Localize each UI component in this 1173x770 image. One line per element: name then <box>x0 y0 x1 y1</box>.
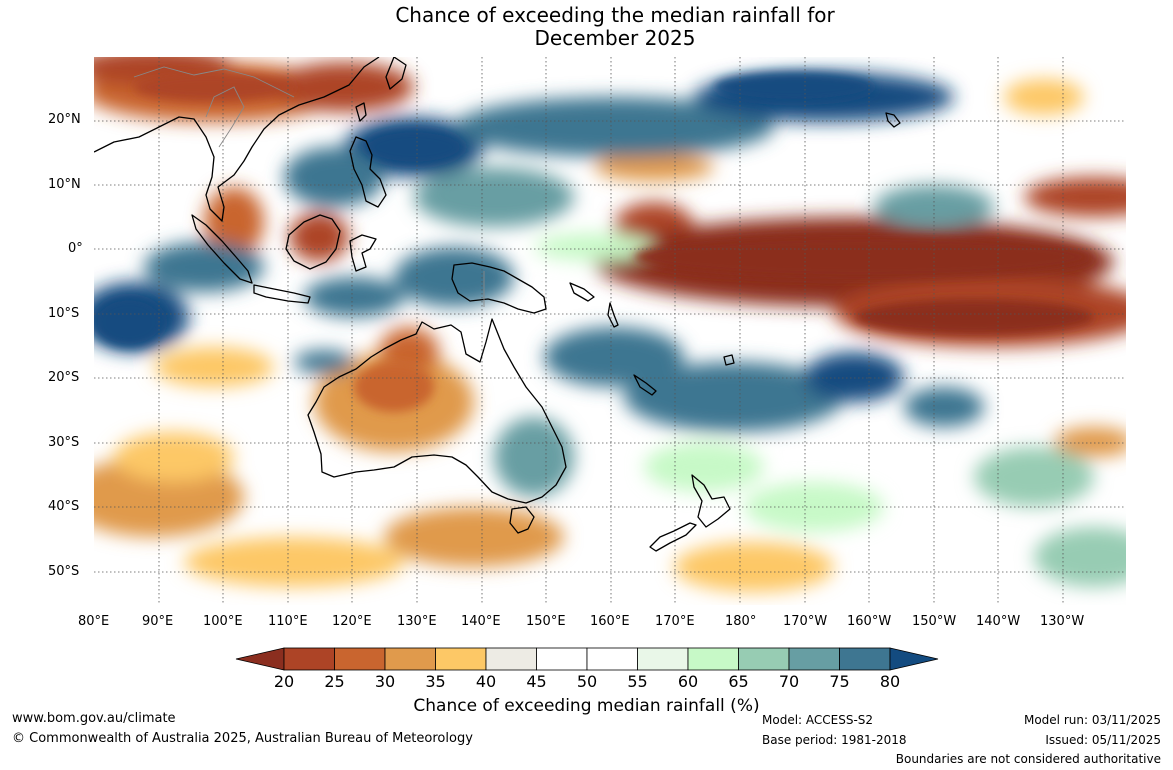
copyright-text: © Commonwealth of Australia 2025, Austra… <box>12 731 473 746</box>
colorbar-tick-label: 40 <box>476 672 496 691</box>
colorbar-tick-label: 25 <box>324 672 344 691</box>
colorbar-swatch <box>788 647 840 671</box>
philippines-coastline <box>349 136 387 208</box>
sumatra-coastline <box>191 214 253 284</box>
colorbar-tick-label: 45 <box>526 672 546 691</box>
lon-label-120e: 120°E <box>332 614 372 629</box>
lat-label-10s: 10°S <box>48 306 80 321</box>
colorbar-swatch <box>839 647 891 671</box>
lon-label-100e: 100°E <box>203 614 243 629</box>
colorbar-title: Chance of exceeding median rainfall (%) <box>413 696 760 716</box>
colorbar-swatches <box>235 647 939 671</box>
lon-label-130w: 130°W <box>1040 614 1085 629</box>
lon-label-160e: 160°E <box>590 614 630 629</box>
colorbar-swatch <box>435 647 487 671</box>
issued-text: Issued: 05/11/2025 <box>1045 733 1161 747</box>
new-zealand-north-coastline <box>691 474 731 528</box>
lon-label-150w: 150°W <box>912 614 957 629</box>
colorbar-swatch <box>738 647 790 671</box>
colorbar-swatch <box>586 647 638 671</box>
lat-label-0: 0° <box>68 241 83 256</box>
lon-label-80e: 80°E <box>78 614 110 629</box>
japan-coastline <box>385 57 407 90</box>
borneo-coastline <box>285 214 341 270</box>
taiwan-coastline <box>355 102 367 122</box>
country-borders <box>133 66 485 307</box>
colorbar-swatch <box>384 647 436 671</box>
colorbar-ticks: 20 25 30 35 40 45 50 55 60 65 70 75 80 <box>274 672 900 691</box>
colorbar-swatch <box>283 647 335 671</box>
colorbar-swatch <box>637 647 689 671</box>
colorbar-tick-label: 50 <box>577 672 597 691</box>
lon-label-90e: 90°E <box>142 614 174 629</box>
lon-label-130e: 130°E <box>397 614 437 629</box>
new-caledonia-coastline <box>633 374 657 396</box>
lat-label-20s: 20°S <box>48 370 80 385</box>
colorbar-tick-label: 75 <box>829 672 849 691</box>
hawaii-coastline <box>885 112 901 128</box>
colorbar-swatch <box>334 647 386 671</box>
colorbar-tick-label: 60 <box>678 672 698 691</box>
tasmania-coastline <box>509 506 535 534</box>
colorbar-swatch <box>687 647 739 671</box>
probability-cores <box>94 72 1094 412</box>
lat-label-20n: 20°N <box>48 112 81 127</box>
colorbar-tick-label: 70 <box>779 672 799 691</box>
graticule <box>94 57 1126 605</box>
coastlines <box>94 57 901 552</box>
lon-label-180: 180° <box>725 614 757 629</box>
chart-title: Chance of exceeding the median rainfall … <box>0 4 1173 50</box>
model-text: Model: ACCESS-S2 <box>762 713 874 727</box>
rainfall-map <box>94 57 1126 605</box>
lon-label-150e: 150°E <box>526 614 566 629</box>
title-line-2: December 2025 <box>534 26 696 50</box>
new-zealand-south-coastline <box>649 522 697 552</box>
lon-label-140e: 140°E <box>461 614 501 629</box>
solomon-islands-coastline <box>569 282 595 302</box>
lat-label-10n: 10°N <box>48 177 81 192</box>
colorbar-swatch <box>485 647 537 671</box>
base-period-text: Base period: 1981-2018 <box>762 733 907 747</box>
colorbar-tick-label: 65 <box>728 672 748 691</box>
colorbar-tick-label: 35 <box>425 672 445 691</box>
lon-label-160w: 160°W <box>847 614 892 629</box>
colorbar: 20 25 30 35 40 45 50 55 60 65 70 75 80 <box>235 647 939 691</box>
title-line-1: Chance of exceeding the median rainfall … <box>395 3 835 27</box>
lat-label-30s: 30°S <box>48 435 80 450</box>
colorbar-tick-label: 80 <box>880 672 900 691</box>
colorbar-tick-label: 30 <box>375 672 395 691</box>
lon-label-140w: 140°W <box>976 614 1021 629</box>
lat-label-40s: 40°S <box>48 499 80 514</box>
model-run-text: Model run: 03/11/2025 <box>1023 713 1161 727</box>
website-link[interactable]: www.bom.gov.au/climate <box>12 711 176 726</box>
vanuatu-coastline <box>607 302 619 328</box>
lon-label-110e: 110°E <box>268 614 308 629</box>
lon-label-170e: 170°E <box>655 614 695 629</box>
australia-coastline <box>307 318 567 504</box>
colorbar-tick-label: 55 <box>627 672 647 691</box>
fiji-coastline <box>723 354 735 366</box>
lon-label-170w: 170°W <box>783 614 828 629</box>
java-coastline <box>253 284 311 304</box>
colorbar-tick-label: 20 <box>274 672 294 691</box>
colorbar-extend-low <box>235 647 285 671</box>
disclaimer-text: Boundaries are not considered authoritat… <box>895 752 1161 766</box>
mainland-asia-coastline <box>94 57 380 222</box>
new-guinea-coastline <box>451 262 547 314</box>
colorbar-swatch <box>536 647 588 671</box>
sulawesi-coastline <box>349 234 377 272</box>
lat-label-50s: 50°S <box>48 564 80 579</box>
colorbar-extend-high <box>889 647 939 671</box>
